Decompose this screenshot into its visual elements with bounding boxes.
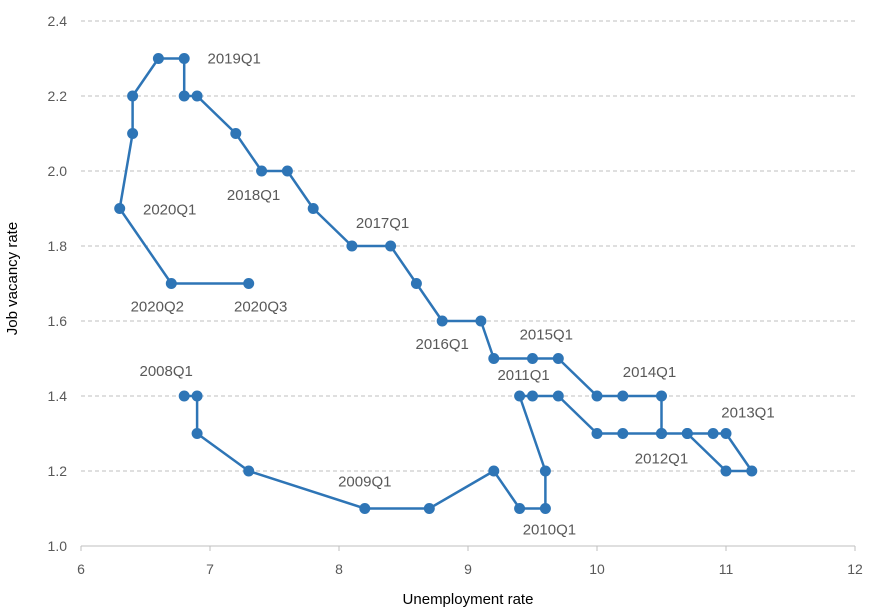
data-point: [514, 503, 526, 514]
data-point: [475, 315, 487, 327]
y-tick-label: 1.4: [48, 388, 68, 404]
data-point: [746, 465, 758, 477]
data-point: [191, 428, 203, 439]
data-point: [617, 428, 629, 439]
data-point: [243, 465, 255, 477]
data-point: [423, 503, 435, 514]
series-markers: [114, 53, 758, 514]
x-tick-label: 9: [464, 561, 472, 577]
x-axis: 6 7 8 9 10 11 12: [77, 546, 863, 577]
annotations: 2008Q1 2009Q1 2010Q1 2011Q1 2012Q1 2013Q1 2014…: [131, 51, 775, 539]
data-point: [552, 390, 564, 402]
point-annotation: 2008Q1: [140, 363, 193, 380]
data-point: [656, 428, 667, 439]
data-point: [127, 128, 139, 139]
x-axis-title: Unemployment rate: [403, 591, 534, 607]
data-point: [346, 240, 358, 252]
data-point: [127, 90, 139, 102]
data-point: [488, 465, 500, 477]
data-point: [165, 278, 177, 289]
x-tick-label: 6: [77, 561, 85, 577]
data-point: [539, 465, 551, 477]
y-tick-label: 2.4: [48, 13, 68, 29]
data-point: [720, 465, 732, 477]
point-annotation: 2020Q3: [234, 299, 287, 316]
point-annotation: 2019Q1: [208, 51, 261, 68]
x-tick-label: 10: [589, 561, 605, 577]
data-point: [552, 353, 564, 364]
x-tick-label: 11: [719, 561, 734, 577]
data-point: [191, 390, 203, 402]
data-point: [720, 428, 732, 439]
point-annotation: 2010Q1: [523, 522, 576, 539]
data-point: [707, 428, 719, 439]
point-annotation: 2009Q1: [338, 474, 391, 491]
y-tick-label: 2.2: [48, 88, 68, 104]
data-point: [617, 390, 629, 402]
point-annotation: 2012Q1: [635, 451, 688, 468]
data-point: [436, 315, 448, 327]
point-annotation: 2016Q1: [416, 336, 469, 353]
x-tick-label: 7: [206, 561, 214, 577]
point-annotation: 2018Q1: [227, 187, 280, 204]
data-point: [256, 165, 268, 177]
data-point: [488, 353, 500, 364]
x-tick-label: 12: [847, 561, 863, 577]
data-point: [514, 390, 526, 402]
data-point: [527, 353, 538, 364]
data-point: [539, 503, 551, 514]
y-tick-label: 1.0: [48, 538, 68, 554]
y-tick-label: 1.2: [48, 463, 68, 479]
data-point: [243, 278, 255, 289]
data-point: [591, 428, 603, 439]
y-tick-label: 1.8: [48, 238, 68, 254]
data-point: [527, 390, 538, 402]
point-annotation: 2020Q2: [131, 299, 184, 316]
point-annotation: 2013Q1: [721, 405, 774, 422]
y-tick-label: 2.0: [48, 163, 68, 179]
point-annotation: 2014Q1: [623, 364, 676, 381]
data-point: [114, 203, 126, 214]
point-annotation: 2017Q1: [356, 215, 409, 232]
y-axis: 1.0 1.2 1.4 1.6 1.8 2.0 2.2 2.4: [48, 13, 68, 554]
point-annotation: 2020Q1: [143, 202, 196, 219]
data-point: [591, 390, 603, 402]
data-point: [230, 128, 242, 139]
data-point: [152, 53, 164, 64]
data-point: [307, 203, 319, 214]
data-point: [359, 503, 371, 514]
data-point: [656, 390, 667, 402]
data-point: [178, 90, 190, 102]
data-point: [385, 240, 397, 252]
point-annotation: 2011Q1: [497, 367, 549, 384]
point-annotation: 2015Q1: [520, 327, 573, 344]
data-point: [410, 278, 422, 289]
data-point: [178, 53, 190, 64]
data-point: [681, 428, 693, 439]
data-point: [281, 165, 293, 177]
y-axis-title: Job vacancy rate: [4, 222, 21, 335]
data-point: [191, 90, 203, 102]
data-point: [178, 390, 190, 402]
series-line: [118, 57, 754, 510]
y-tick-label: 1.6: [48, 313, 68, 329]
x-tick-label: 8: [335, 561, 343, 577]
